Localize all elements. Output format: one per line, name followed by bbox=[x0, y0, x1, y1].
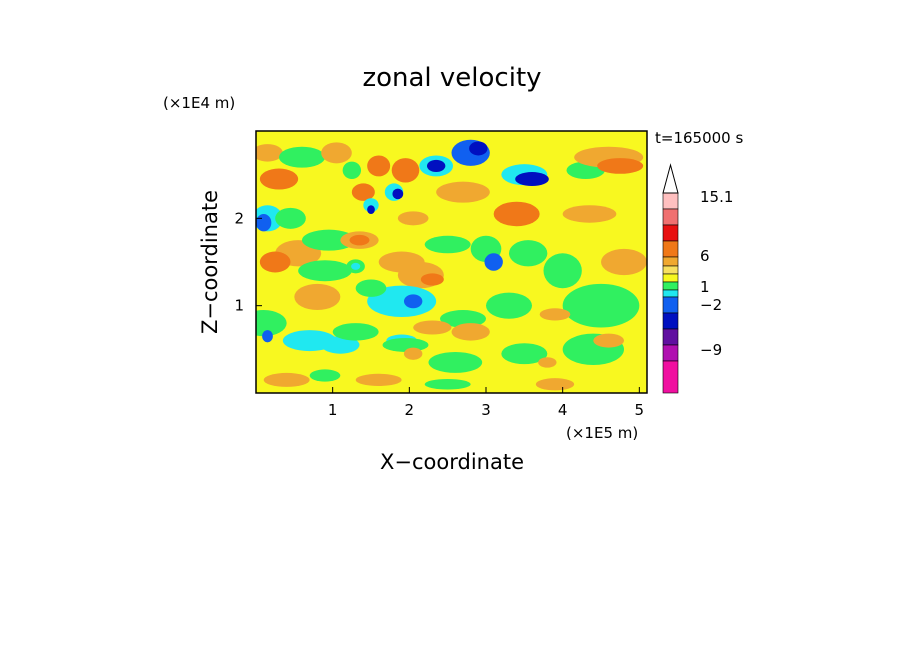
contour-region bbox=[597, 158, 644, 174]
contour-region bbox=[294, 283, 341, 311]
contour-region bbox=[256, 144, 283, 162]
contour-region bbox=[515, 172, 549, 187]
contour-region bbox=[342, 161, 362, 180]
contour-region bbox=[256, 213, 272, 232]
colorbar-label: −9 bbox=[700, 341, 722, 359]
contour-region bbox=[539, 308, 571, 321]
plot-frame bbox=[255, 130, 648, 394]
contour-region bbox=[440, 310, 486, 328]
y-axis-ticks: 12 bbox=[234, 209, 262, 315]
contour-region bbox=[259, 168, 299, 190]
colorbar-bin bbox=[662, 328, 679, 346]
contour-region bbox=[601, 248, 647, 276]
contour-region bbox=[397, 211, 429, 226]
contour-region bbox=[428, 351, 483, 373]
contour-region bbox=[298, 260, 352, 282]
y-tick-label: 1 bbox=[234, 297, 244, 315]
contour-region bbox=[562, 283, 640, 328]
contour-region bbox=[509, 240, 548, 267]
contour-region bbox=[501, 343, 548, 365]
contour-region bbox=[424, 379, 471, 390]
x-tick-label: 3 bbox=[481, 401, 491, 419]
colorbar-bin bbox=[662, 289, 679, 298]
colorbar-label: 15.1 bbox=[700, 188, 733, 206]
contour-region bbox=[593, 333, 625, 348]
contour-region bbox=[367, 155, 391, 177]
contour-region bbox=[538, 357, 557, 368]
x-tick-label: 2 bbox=[405, 401, 415, 419]
contour-field bbox=[256, 139, 647, 391]
colorbar-label: 6 bbox=[700, 247, 710, 265]
colorbar-bin bbox=[662, 344, 679, 362]
contour-region bbox=[392, 188, 404, 200]
colorbar-bin bbox=[662, 208, 679, 226]
contour-region bbox=[486, 292, 532, 319]
colorbar-bin bbox=[662, 273, 679, 283]
colorbar-bin bbox=[662, 192, 679, 210]
contour-region bbox=[426, 159, 446, 173]
plot-area bbox=[256, 131, 647, 393]
contour-region bbox=[351, 183, 375, 201]
contour-region bbox=[262, 330, 273, 343]
colorbar-bin bbox=[662, 296, 679, 314]
colorbar-bin bbox=[662, 360, 679, 394]
contour-region bbox=[413, 320, 452, 335]
colorbar-bin bbox=[662, 281, 679, 291]
contour-region bbox=[493, 201, 540, 227]
contour-region bbox=[420, 273, 444, 286]
x-tick-label: 1 bbox=[328, 401, 338, 419]
colorbar-bin bbox=[662, 240, 679, 258]
contour-region bbox=[259, 251, 291, 273]
contour-region bbox=[355, 279, 387, 297]
x-tick-label: 4 bbox=[558, 401, 568, 419]
contour-region bbox=[355, 373, 402, 387]
contour-region bbox=[263, 372, 310, 387]
y-axis-label: Z−coordinate bbox=[198, 190, 222, 334]
contour-region bbox=[535, 378, 575, 391]
contour-region bbox=[349, 234, 370, 246]
contour-region bbox=[484, 253, 503, 271]
x-unit-label: (×1E5 m) bbox=[566, 424, 638, 442]
contour-region bbox=[391, 158, 420, 183]
contour-region bbox=[363, 198, 379, 213]
contour-region bbox=[367, 285, 437, 318]
y-unit-label: (×1E4 m) bbox=[163, 94, 235, 112]
contour-region bbox=[321, 142, 352, 164]
contour-region bbox=[403, 294, 423, 309]
contour-region bbox=[351, 262, 361, 270]
contour-region bbox=[451, 323, 490, 341]
contour-region bbox=[275, 207, 306, 229]
contour-region bbox=[469, 141, 488, 156]
x-tick-label: 5 bbox=[635, 401, 645, 419]
contour-region bbox=[382, 337, 429, 352]
colorbar-bin bbox=[662, 312, 679, 330]
colorbar-bin bbox=[662, 256, 679, 267]
contour-region bbox=[403, 347, 423, 360]
contour-region bbox=[302, 229, 356, 251]
chart-title: zonal velocity bbox=[362, 63, 541, 93]
y-tick-label: 2 bbox=[234, 209, 244, 227]
time-label: t=165000 s bbox=[655, 129, 743, 147]
colorbar-bin bbox=[662, 265, 679, 275]
contour-region bbox=[279, 146, 325, 168]
x-axis-label: X−coordinate bbox=[380, 450, 524, 474]
colorbar-overflow-arrow bbox=[662, 163, 679, 194]
contour-region bbox=[424, 235, 471, 254]
contour-region bbox=[436, 181, 490, 203]
contour-region bbox=[332, 323, 379, 341]
contour-region bbox=[256, 310, 287, 337]
contour-region bbox=[321, 336, 360, 354]
x-axis-ticks: 1 2 3 4 5 bbox=[328, 387, 644, 419]
colorbar-bin bbox=[662, 224, 679, 242]
contour-region bbox=[367, 205, 375, 214]
contour-region bbox=[309, 369, 341, 382]
contour-region bbox=[543, 253, 582, 289]
contour-region bbox=[562, 205, 617, 223]
colorbar: 15.1 6 1−2 −9 bbox=[662, 163, 733, 394]
colorbar-label: 1 bbox=[700, 278, 710, 296]
colorbar-label: −2 bbox=[700, 296, 722, 314]
